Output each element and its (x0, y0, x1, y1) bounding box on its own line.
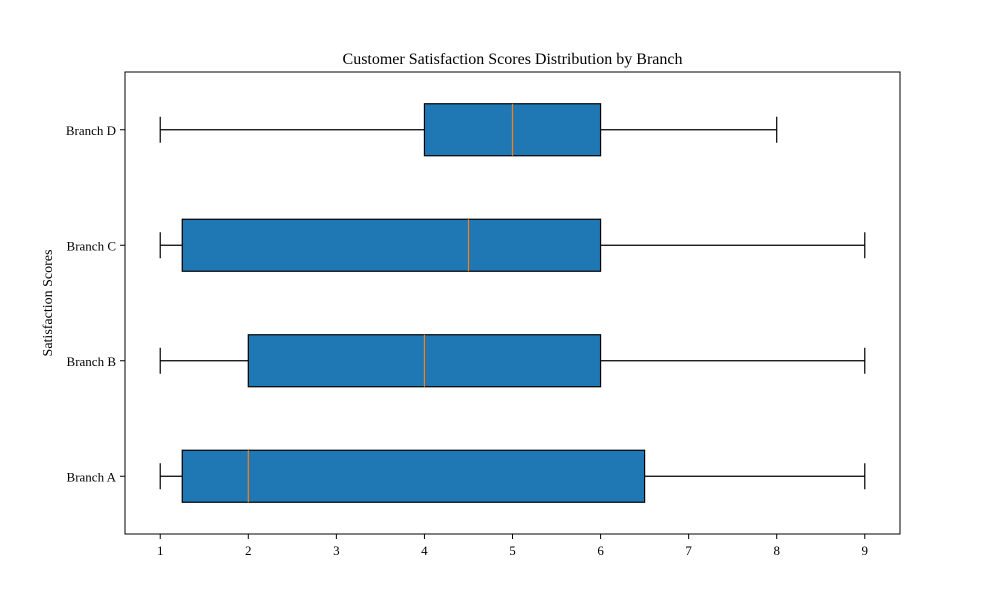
x-tick-label: 6 (597, 543, 604, 558)
plot-area: 1 2 3 4 5 6 7 8 9 Branch A Branch B Branch C Branch … (66, 103, 869, 558)
x-tick-label: 7 (685, 543, 692, 558)
x-tick-label: 2 (245, 543, 252, 558)
y-tick-label: Branch B (67, 354, 117, 369)
x-tick-label: 9 (862, 543, 869, 558)
x-tick-label: 8 (773, 543, 780, 558)
y-tick-label: Branch A (67, 469, 117, 484)
x-tick-label: 4 (421, 543, 428, 558)
y-tick-label: Branch D (66, 123, 116, 138)
y-axis-label: Satisfaction Scores (41, 250, 56, 357)
chart-title: Customer Satisfaction Scores Distributio… (343, 51, 683, 68)
plot-frame (124, 71, 901, 535)
x-tick-label: 5 (509, 543, 516, 558)
x-tick-label: 1 (157, 543, 164, 558)
x-tick-label: 3 (333, 543, 340, 558)
box-iqr (181, 218, 602, 272)
y-tick-label: Branch C (67, 238, 116, 253)
box-iqr (181, 449, 646, 503)
